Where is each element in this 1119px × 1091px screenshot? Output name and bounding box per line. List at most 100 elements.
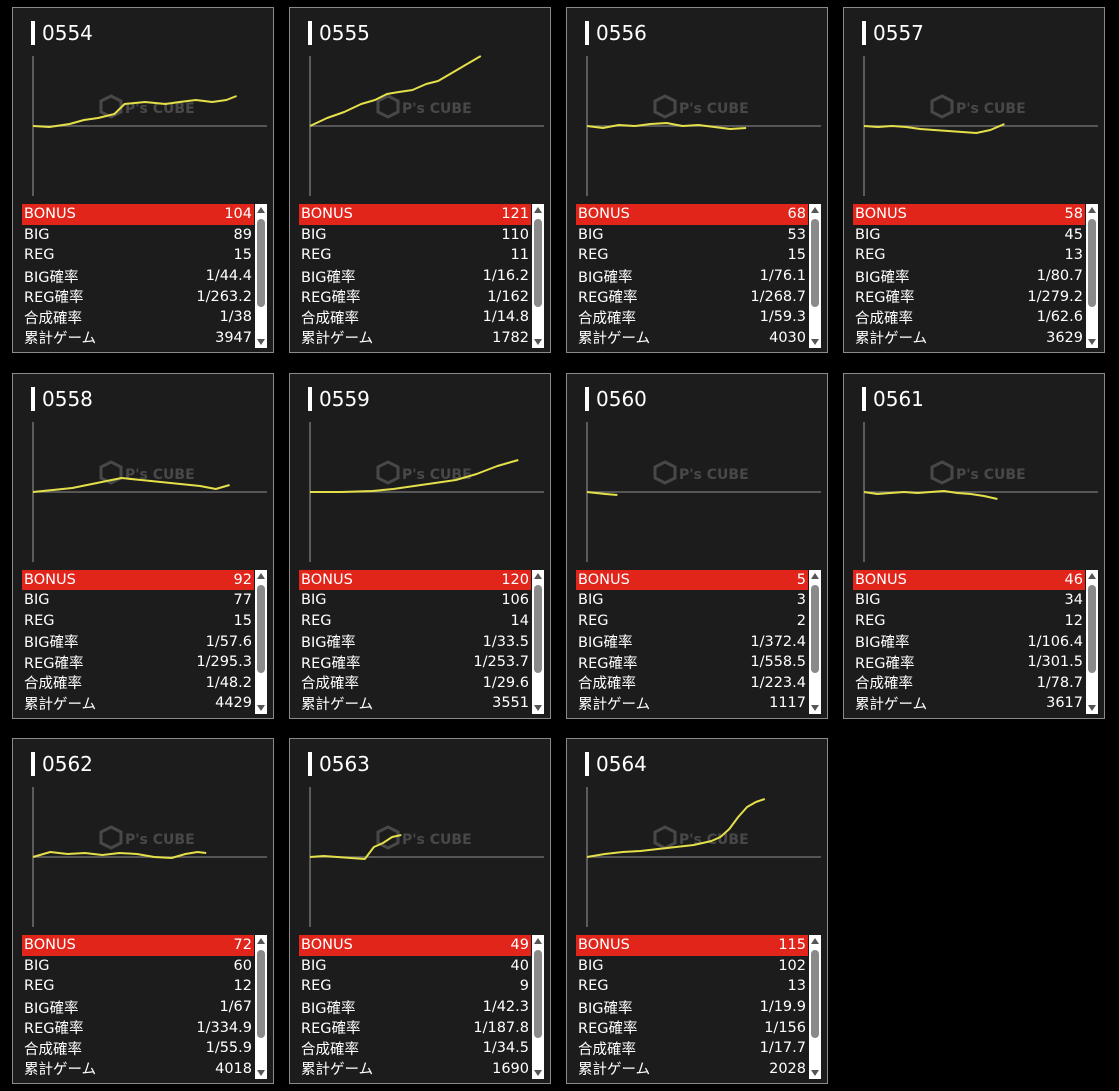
title-marker (585, 752, 589, 776)
scroll-down-arrow-icon[interactable] (257, 1070, 265, 1076)
scroll-down-arrow-icon[interactable] (534, 704, 542, 711)
stat-row-big: BIG 34 (853, 590, 1085, 611)
stat-label: BONUS (855, 206, 907, 223)
scroll-up-arrow-icon[interactable] (534, 938, 542, 944)
scroll-down-arrow-icon[interactable] (534, 1070, 542, 1076)
stat-value: 92 (233, 571, 252, 588)
stat-value: 68 (787, 206, 806, 223)
stats-scrollbar[interactable] (809, 935, 821, 1079)
machine-card-0556[interactable]: 0556 P's CUBE BONUS 68 BIG 53 REG 15 BIG確率 1/76.1… (566, 7, 828, 353)
stat-label: REG (855, 612, 886, 629)
scroll-thumb[interactable] (534, 584, 542, 673)
stat-label: REG確率 (855, 290, 915, 307)
scroll-up-arrow-icon[interactable] (534, 207, 542, 213)
stat-label: BONUS (24, 206, 76, 223)
machine-number: 0562 (42, 752, 93, 776)
stat-row-games: 累計ゲーム 3947 (22, 328, 254, 349)
scroll-thumb[interactable] (257, 584, 265, 673)
stats-scrollbar[interactable] (1086, 204, 1098, 348)
stats-scrollbar[interactable] (532, 204, 544, 348)
graph-series-line (309, 55, 482, 127)
scroll-up-arrow-icon[interactable] (811, 938, 819, 944)
slump-graph: P's CUBE (32, 56, 267, 196)
stat-label: BIG (855, 226, 881, 243)
stat-label: BONUS (24, 571, 76, 588)
stats-scrollbar[interactable] (532, 935, 544, 1079)
machine-card-0564[interactable]: 0564 P's CUBE BONUS 115 BIG 102 REG 13 BIG確率 1/19… (566, 738, 828, 1084)
machine-card-0555[interactable]: 0555 P's CUBE BONUS 121 BIG 110 REG 11 BIG確率 1/16… (289, 7, 551, 353)
machine-card-0559[interactable]: 0559 P's CUBE BONUS 120 BIG 106 REG 14 BIG確率 1/33… (289, 372, 551, 719)
scroll-thumb[interactable] (811, 219, 819, 307)
machine-card-0563[interactable]: 0563 P's CUBE BONUS 49 BIG 40 REG 9 BIG確率 1/42.3 R… (289, 738, 551, 1084)
scroll-up-arrow-icon[interactable] (534, 572, 542, 579)
scroll-thumb[interactable] (257, 219, 265, 307)
stat-label: 累計ゲーム (24, 696, 97, 713)
stats-scrollbar[interactable] (809, 204, 821, 348)
stat-label: BIG (24, 592, 50, 609)
scroll-up-arrow-icon[interactable] (257, 938, 265, 944)
stats-scrollbar[interactable] (532, 569, 544, 714)
stat-row-big-rate: BIG確率 1/16.2 (299, 266, 531, 287)
scroll-down-arrow-icon[interactable] (811, 1070, 819, 1076)
scroll-thumb[interactable] (811, 584, 819, 673)
machine-card-0561[interactable]: 0561 P's CUBE BONUS 46 BIG 34 REG 12 BIG確率 1/106.… (843, 372, 1105, 719)
stat-value: 1/268.7 (750, 288, 806, 305)
scroll-thumb[interactable] (811, 950, 819, 1038)
stats-scrollbar[interactable] (1086, 569, 1098, 714)
stat-row-games: 累計ゲーム 4018 (22, 1059, 254, 1080)
cube-logo-icon: P's CUBE (99, 459, 195, 485)
scroll-thumb[interactable] (1088, 584, 1096, 673)
scroll-down-arrow-icon[interactable] (534, 339, 542, 345)
stats-scrollbar[interactable] (255, 935, 267, 1079)
stat-label: 累計ゲーム (855, 331, 928, 348)
title-marker (862, 21, 866, 45)
scroll-down-arrow-icon[interactable] (811, 704, 819, 711)
stats-scrollbar[interactable] (255, 569, 267, 714)
scroll-up-arrow-icon[interactable] (257, 207, 265, 213)
scroll-up-arrow-icon[interactable] (257, 572, 265, 579)
stat-row-big: BIG 89 (22, 225, 254, 246)
stat-row-bonus: BONUS 120 (299, 569, 531, 591)
machine-card-0558[interactable]: 0558 P's CUBE BONUS 92 BIG 77 REG 15 BIG確率 1/57.6… (12, 372, 274, 719)
scroll-up-arrow-icon[interactable] (1088, 207, 1096, 213)
cube-logo-icon: P's CUBE (653, 94, 749, 119)
watermark-brand: P's CUBE (125, 467, 195, 483)
scroll-down-arrow-icon[interactable] (1088, 339, 1096, 345)
machine-number: 0563 (319, 752, 370, 776)
stats-scrollbar[interactable] (809, 569, 821, 714)
stat-label: REG確率 (578, 655, 638, 672)
title-marker (585, 21, 589, 45)
stat-row-bonus: BONUS 49 (299, 935, 531, 956)
scroll-up-arrow-icon[interactable] (811, 207, 819, 213)
scroll-down-arrow-icon[interactable] (811, 339, 819, 345)
watermark-brand: P's CUBE (125, 101, 195, 117)
stat-row-big-rate: BIG確率 1/372.4 (576, 631, 808, 652)
scroll-up-arrow-icon[interactable] (1088, 572, 1096, 579)
stat-label: 累計ゲーム (855, 696, 928, 713)
scroll-down-arrow-icon[interactable] (257, 339, 265, 345)
scroll-down-arrow-icon[interactable] (1088, 704, 1096, 711)
scroll-thumb[interactable] (534, 950, 542, 1038)
machine-card-0560[interactable]: 0560 P's CUBE BONUS 5 BIG 3 REG 2 BIG確率 1/372.4 RE… (566, 372, 828, 719)
scroll-up-arrow-icon[interactable] (811, 572, 819, 579)
scroll-thumb[interactable] (534, 219, 542, 307)
stat-row-reg-rate: REG確率 1/268.7 (576, 286, 808, 307)
machine-card-0554[interactable]: 0554 P's CUBE BONUS 104 BIG 89 REG 15 BIG確率 1/44.… (12, 7, 274, 353)
stat-label: REG (301, 612, 332, 629)
stat-row-bonus: BONUS 72 (22, 935, 254, 956)
scroll-thumb[interactable] (257, 950, 265, 1038)
machine-number: 0558 (42, 386, 93, 411)
scroll-down-arrow-icon[interactable] (257, 704, 265, 711)
stats-scrollbar[interactable] (255, 204, 267, 348)
graph-series-line (32, 95, 237, 128)
stats-table: BONUS 120 BIG 106 REG 14 BIG確率 1/33.5 REG確率 1/253… (299, 569, 531, 714)
machine-card-0562[interactable]: 0562 P's CUBE BONUS 72 BIG 60 REG 12 BIG確率 1/67 RE… (12, 738, 274, 1084)
stat-label: BIG確率 (301, 635, 356, 652)
stat-row-reg: REG 12 (853, 611, 1085, 632)
stat-label: REG確率 (301, 655, 361, 672)
graph-series-line (586, 490, 618, 496)
stat-label: BIG確率 (578, 1000, 633, 1017)
slump-graph: P's CUBE (309, 55, 544, 196)
scroll-thumb[interactable] (1088, 219, 1096, 307)
machine-card-0557[interactable]: 0557 P's CUBE BONUS 58 BIG 45 REG 13 BIG確率 1/80.7… (843, 7, 1105, 353)
